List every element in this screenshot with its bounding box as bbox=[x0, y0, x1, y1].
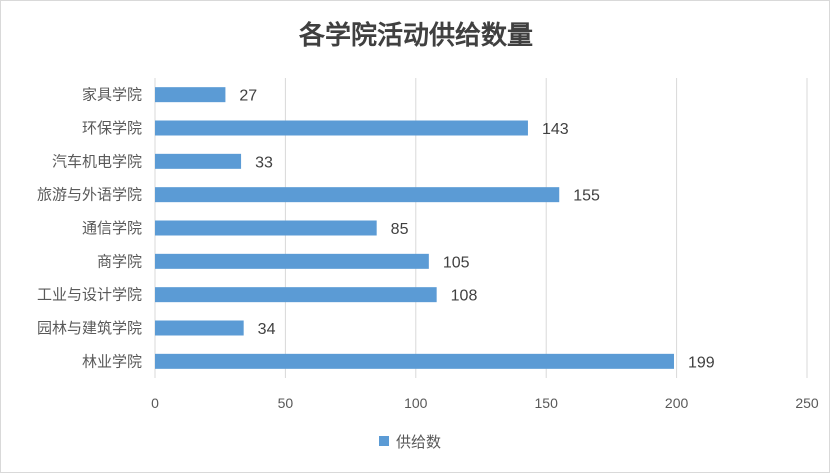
category-labels: 家具学院环保学院汽车机电学院旅游与外语学院通信学院商学院工业与设计学院园林与建筑… bbox=[37, 86, 142, 371]
data-label: 108 bbox=[451, 288, 478, 305]
category-label: 通信学院 bbox=[82, 219, 142, 237]
chart-title: 各学院活动供给数量 bbox=[298, 20, 533, 51]
x-tick-label: 200 bbox=[665, 395, 689, 411]
data-label: 34 bbox=[258, 321, 276, 338]
bar bbox=[155, 253, 429, 269]
category-label: 园林与建筑学院 bbox=[37, 319, 142, 337]
category-label: 旅游与外语学院 bbox=[37, 186, 142, 204]
x-tick-label: 250 bbox=[795, 395, 819, 411]
bar bbox=[155, 187, 560, 203]
x-tick-labels: 0 50 100 150 200 250 bbox=[151, 395, 819, 411]
data-label: 27 bbox=[239, 88, 257, 105]
bar bbox=[155, 153, 242, 169]
x-tick-label: 50 bbox=[278, 395, 294, 411]
x-tick-label: 0 bbox=[151, 395, 159, 411]
data-label: 155 bbox=[573, 188, 600, 205]
category-label: 商学院 bbox=[97, 252, 142, 270]
data-label: 105 bbox=[443, 254, 470, 271]
legend: 供给数 bbox=[379, 433, 441, 451]
bar bbox=[155, 120, 528, 136]
bars bbox=[155, 87, 674, 369]
category-label: 家具学院 bbox=[82, 86, 142, 104]
x-tick-label: 100 bbox=[404, 395, 428, 411]
legend-swatch bbox=[379, 436, 389, 446]
data-label: 85 bbox=[391, 221, 409, 238]
category-label: 工业与设计学院 bbox=[37, 286, 142, 304]
legend-label: 供给数 bbox=[396, 433, 441, 451]
bar bbox=[155, 287, 437, 303]
data-label: 143 bbox=[542, 121, 569, 138]
data-label: 199 bbox=[688, 354, 715, 371]
value-labels: 27 143 33 155 85 105 108 34 199 bbox=[239, 88, 714, 372]
bar bbox=[155, 320, 244, 336]
category-label: 林业学院 bbox=[82, 352, 142, 370]
bar bbox=[155, 353, 674, 369]
x-tick-label: 150 bbox=[535, 395, 559, 411]
data-label: 33 bbox=[255, 154, 273, 171]
category-label: 环保学院 bbox=[82, 119, 142, 137]
bar bbox=[155, 220, 377, 236]
bar bbox=[155, 87, 226, 103]
category-label: 汽车机电学院 bbox=[52, 152, 142, 170]
